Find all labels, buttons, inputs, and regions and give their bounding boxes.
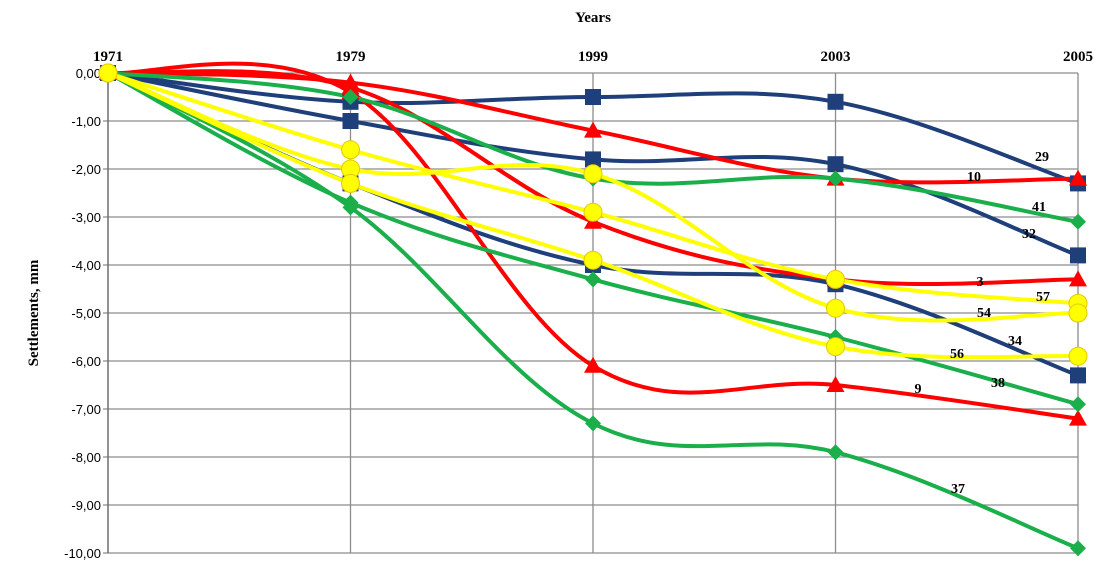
data-point <box>1070 540 1086 557</box>
y-tick-label: -3,00 <box>71 210 101 225</box>
y-tick-label: 0,00 <box>76 66 101 81</box>
series-label-9: 9 <box>915 382 922 397</box>
data-point <box>826 337 845 357</box>
data-point <box>342 199 359 216</box>
y-tick-label: -2,00 <box>71 162 101 177</box>
data-point <box>585 415 601 432</box>
data-point <box>98 63 118 83</box>
data-point <box>827 93 844 110</box>
data-point <box>1070 367 1086 384</box>
series-label-32: 32 <box>1022 227 1036 242</box>
data-point <box>1070 396 1086 413</box>
data-point <box>1069 270 1087 287</box>
series-label-10: 10 <box>967 170 981 185</box>
y-tick-label: -1,00 <box>71 114 101 129</box>
series-label-37: 37 <box>951 482 965 497</box>
series-line-9 <box>106 61 1080 421</box>
x-tick-label: 1999 <box>578 49 608 65</box>
data-point <box>1070 213 1086 230</box>
data-point <box>827 170 844 187</box>
x-tick-label: 2003 <box>821 49 851 65</box>
series-lines <box>98 61 1088 557</box>
series-label-57: 57 <box>1036 290 1050 305</box>
data-point <box>341 140 360 160</box>
data-point <box>826 298 845 318</box>
y-tick-label: -8,00 <box>71 450 101 465</box>
x-tick-label: 2005 <box>1063 49 1093 65</box>
y-tick-label: -10,00 <box>64 546 101 561</box>
series-label-56: 56 <box>950 347 964 362</box>
x-axis-ticks: 1971 1979 1999 2003 2005 <box>93 49 1093 65</box>
series-label-41: 41 <box>1032 200 1046 215</box>
data-point <box>1069 169 1087 186</box>
data-point <box>585 151 601 168</box>
data-point <box>583 202 603 222</box>
y-axis-ticks: 0,00 -1,00 -2,00 -3,00 -4,00 -5,00 -6,00 -7,00 -… <box>64 66 108 561</box>
series-label-38: 38 <box>991 376 1005 391</box>
data-point <box>1069 409 1087 426</box>
y-tick-label: -5,00 <box>71 306 101 321</box>
y-tick-label: -6,00 <box>71 354 101 369</box>
data-point <box>1068 346 1088 366</box>
y-tick-label: -4,00 <box>71 258 101 273</box>
series-label-29: 29 <box>1035 150 1049 165</box>
data-point <box>1068 303 1088 323</box>
data-point <box>342 89 359 105</box>
data-point <box>583 250 603 270</box>
series-label-34: 34 <box>1008 334 1022 349</box>
x-tick-label: 1979 <box>336 49 366 65</box>
data-point <box>584 121 602 138</box>
series-markers-56 <box>98 63 1088 366</box>
series-label-3: 3 <box>977 275 984 290</box>
y-tick-label: -9,00 <box>71 498 101 513</box>
data-point <box>827 156 844 173</box>
data-point <box>341 173 360 193</box>
data-point <box>584 356 602 373</box>
x-tick-label: 1971 <box>93 49 123 65</box>
series-label-54: 54 <box>977 306 991 321</box>
y-axis-title: Settlements, mm <box>26 259 42 366</box>
data-point <box>583 164 603 184</box>
y-tick-label: -7,00 <box>71 402 101 417</box>
data-point <box>585 271 601 288</box>
data-point <box>1070 247 1086 264</box>
data-point <box>826 376 845 392</box>
data-point <box>826 269 845 289</box>
series-labels: 29 32 34 10 3 9 41 38 37 57 54 56 <box>915 150 1051 497</box>
data-point <box>827 444 844 461</box>
x-axis-title: Years <box>575 10 611 26</box>
series-markers-54 <box>98 63 1088 323</box>
data-point <box>585 89 601 105</box>
data-point <box>342 113 359 129</box>
